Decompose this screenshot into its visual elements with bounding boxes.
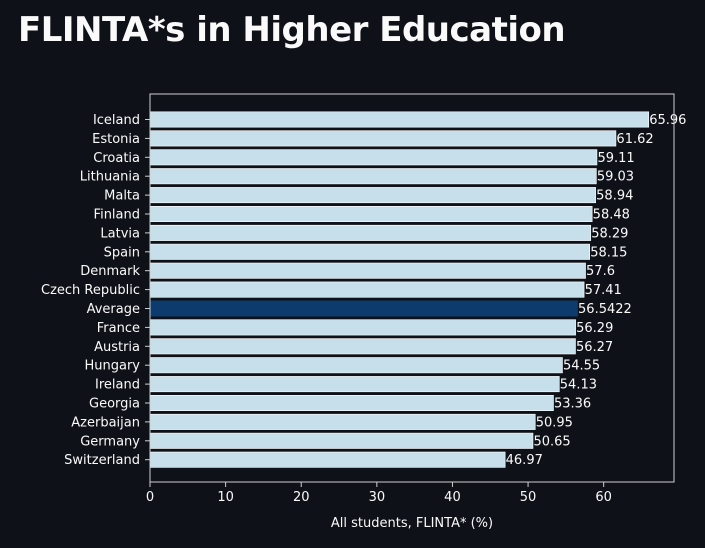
bar-switzerland [149, 451, 506, 468]
value-label: 50.95 [536, 415, 573, 430]
value-label: 58.29 [591, 226, 628, 241]
x-tick-label: 60 [595, 490, 612, 505]
category-label: Germany [80, 434, 140, 449]
value-label: 54.55 [563, 359, 600, 374]
bar-azerbaijan [149, 413, 536, 430]
category-label: Finland [94, 208, 140, 223]
category-label: Iceland [93, 113, 140, 128]
value-label: 53.36 [554, 397, 591, 412]
category-label: Croatia [93, 151, 140, 166]
category-label: Estonia [92, 132, 140, 147]
value-label: 50.65 [533, 434, 570, 449]
bar-ireland [149, 376, 560, 393]
bars-group [149, 111, 650, 468]
x-axis: 0 10 20 30 40 50 60 [146, 482, 612, 505]
value-label: 57.6 [586, 264, 615, 279]
bar-austria [149, 338, 576, 355]
page-title: FLINTA*s in Higher Education [18, 10, 566, 50]
category-label: Average [87, 302, 140, 317]
value-label: 54.13 [560, 378, 597, 393]
category-label: Spain [104, 245, 140, 260]
value-label: 59.11 [597, 151, 634, 166]
category-label: France [97, 321, 140, 336]
category-label: Switzerland [64, 453, 140, 468]
x-axis-label: All students, FLINTA* (%) [331, 516, 493, 531]
category-label: Ireland [95, 378, 140, 393]
plot-frame [149, 93, 675, 483]
bar-hungary [149, 357, 563, 374]
value-label: 57.41 [585, 283, 622, 298]
value-label: 65.96 [649, 113, 686, 128]
category-label: Hungary [84, 359, 140, 374]
category-label: Czech Republic [41, 283, 140, 298]
category-label: Georgia [89, 397, 140, 412]
x-tick-label: 40 [444, 490, 461, 505]
category-label: Azerbaijan [71, 415, 140, 430]
value-label: 58.48 [593, 208, 630, 223]
bar-estonia [149, 130, 617, 147]
category-label: Lithuania [80, 170, 140, 185]
bar-czech-republic [149, 281, 585, 298]
value-label: 61.62 [616, 132, 653, 147]
bar-lithuania [149, 168, 597, 185]
bar-france [149, 319, 576, 336]
category-label: Denmark [80, 264, 140, 279]
value-label: 59.03 [597, 170, 634, 185]
bar-croatia [149, 149, 598, 166]
bar-germany [149, 432, 534, 449]
bar-latvia [149, 224, 592, 241]
category-label: Latvia [100, 226, 140, 241]
bar-malta [149, 187, 596, 204]
value-label: 58.15 [590, 245, 627, 260]
bar-average [149, 300, 578, 317]
x-tick-label: 10 [217, 490, 234, 505]
value-label: 56.5422 [578, 302, 632, 317]
category-label: Malta [104, 189, 140, 204]
category-label: Austria [94, 340, 140, 355]
value-label: 58.94 [596, 189, 633, 204]
value-label: 46.97 [506, 453, 543, 468]
bar-spain [149, 243, 590, 260]
x-tick-label: 20 [293, 490, 310, 505]
bar-finland [149, 206, 593, 223]
bar-georgia [149, 394, 554, 411]
bar-denmark [149, 262, 586, 279]
bar-iceland [149, 111, 650, 128]
x-tick-label: 0 [146, 490, 154, 505]
value-label: 56.29 [576, 321, 613, 336]
x-tick-label: 30 [369, 490, 386, 505]
category-labels-group: Iceland Estonia Croatia Lithuania Malta Finla… [41, 113, 150, 468]
value-labels-group: 65.96 61.62 59.11 59.03 58.94 58.48 58.29 58.15… [506, 113, 687, 468]
x-tick-label: 50 [520, 490, 537, 505]
value-label: 56.27 [576, 340, 613, 355]
